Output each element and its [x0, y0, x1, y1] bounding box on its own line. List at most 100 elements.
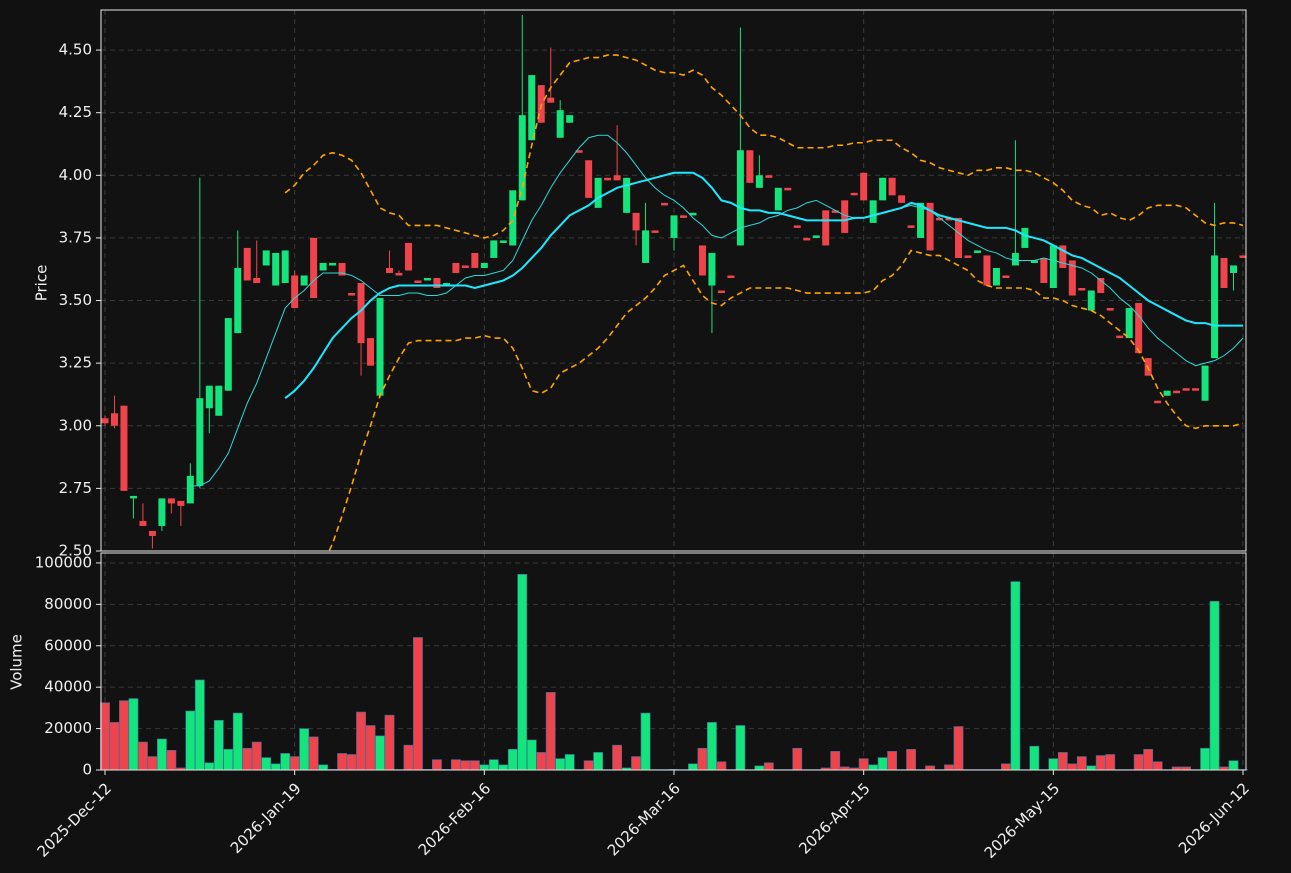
candle-body	[556, 110, 564, 138]
candle-body	[386, 267, 393, 273]
volume-bar	[1048, 758, 1059, 771]
volume-bar	[953, 726, 964, 771]
overlay-line	[284, 54, 1244, 239]
volume-tick-label: 40000	[44, 678, 92, 696]
candle-body	[784, 187, 792, 191]
volume-bar	[289, 756, 300, 771]
volume-bar	[887, 751, 898, 771]
volume-bar	[488, 759, 499, 771]
candle-body	[926, 202, 934, 251]
volume-bar	[1095, 755, 1106, 771]
volume-bar	[479, 764, 490, 771]
candle-body	[490, 240, 498, 258]
candle-body	[1030, 260, 1038, 263]
candle-body	[623, 177, 631, 213]
volume-bar	[251, 741, 262, 771]
volume-bar	[1001, 763, 1011, 771]
volume-bar	[877, 757, 888, 771]
candle-body	[243, 247, 251, 281]
candle-body	[869, 200, 877, 223]
candle-body	[1087, 290, 1095, 311]
volume-bar	[166, 750, 177, 771]
volume-bar	[299, 728, 310, 771]
y-tick-label: 3.75	[59, 228, 92, 246]
y-tick-label: 3.00	[59, 416, 92, 434]
volume-axis-label: Volume	[8, 634, 26, 690]
volume-bar	[280, 753, 291, 771]
volume-bar	[450, 759, 461, 771]
grid	[101, 10, 1246, 771]
volume-bar	[318, 764, 329, 771]
volume-bar	[830, 751, 841, 771]
volume-bar	[858, 758, 869, 771]
volume-bar	[498, 764, 509, 771]
candle-body	[110, 413, 118, 426]
candle-body	[755, 175, 763, 188]
candle-body	[423, 277, 431, 281]
candle-body	[1239, 255, 1246, 258]
candle-body	[348, 293, 356, 296]
volume-bar	[631, 756, 641, 771]
volume-bar	[1029, 745, 1040, 771]
candle-body	[367, 338, 375, 366]
volume-bar	[128, 698, 139, 771]
volume-tick-label: 60000	[44, 636, 92, 654]
volume-bar	[868, 764, 879, 771]
volume-bar	[507, 748, 518, 771]
volume-bar	[213, 720, 224, 771]
candle-body	[1230, 265, 1238, 273]
volume-bar	[545, 692, 556, 771]
volume-bar	[555, 758, 566, 771]
volume-bar	[944, 764, 954, 771]
candle-body	[831, 210, 839, 213]
candle-body	[1011, 252, 1019, 266]
volume-bar	[1133, 754, 1144, 771]
overlay-line	[328, 249, 1244, 551]
candle-body	[186, 475, 194, 504]
candle-body	[717, 290, 725, 294]
candle-body	[1135, 303, 1143, 354]
volume-bar	[716, 761, 727, 771]
candle-body	[585, 160, 593, 198]
volume-bar	[583, 760, 594, 771]
candle-body	[139, 520, 147, 526]
candle-body	[1125, 308, 1133, 339]
candle-body	[670, 215, 678, 238]
candle-body	[272, 252, 280, 286]
candle-body	[1182, 388, 1190, 391]
candle-body	[205, 385, 213, 409]
candle-body	[404, 242, 412, 271]
volume-bar	[375, 735, 385, 771]
volume-bar	[688, 763, 698, 771]
volume-bar	[384, 714, 395, 771]
volume-bar	[194, 679, 205, 771]
candle-body	[774, 187, 782, 211]
candle-body	[1040, 257, 1048, 284]
volume-bar	[1086, 765, 1097, 771]
candle-body	[1021, 227, 1029, 248]
candle-body	[1220, 257, 1228, 289]
candle-body	[1154, 400, 1162, 404]
candle-body	[992, 267, 1000, 286]
volume-bar	[432, 759, 442, 771]
candle-body	[736, 150, 744, 246]
volume-bar	[308, 736, 319, 771]
volume-bar	[517, 574, 528, 771]
volume-bar	[204, 762, 215, 771]
volume-bar	[906, 748, 916, 771]
candle-body	[812, 235, 820, 238]
candle-body	[414, 280, 422, 284]
candle-body	[310, 237, 318, 299]
candle-body	[158, 498, 166, 526]
volume-bar	[1076, 756, 1087, 771]
candle-body	[1059, 245, 1067, 268]
candle-body	[215, 385, 223, 416]
candle-body	[300, 275, 308, 286]
candle-body	[651, 230, 659, 233]
overlay-line	[284, 171, 1243, 400]
volume-bar	[413, 637, 423, 771]
y-tick-label: 4.25	[59, 103, 92, 121]
candle-body	[860, 172, 868, 201]
y-tick-label: 2.75	[59, 479, 92, 497]
